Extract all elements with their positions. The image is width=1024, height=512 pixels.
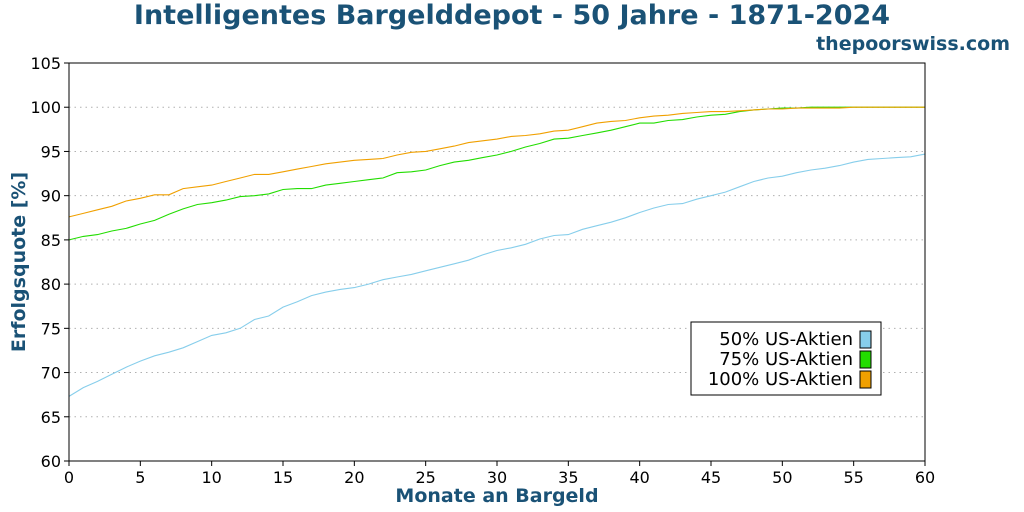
gridlines [69,62,925,462]
x-tick-label: 60 [915,468,935,487]
legend-box [690,321,882,396]
series-line-0 [68,153,926,397]
legend-label: 100% US-Aktien [708,369,853,390]
legend-swatch [859,370,872,389]
site-watermark: thepoorswiss.com [816,33,1010,55]
x-tick-label: 20 [344,468,364,487]
y-tick-label: 95 [41,142,61,161]
x-tick-label: 10 [201,468,221,487]
chart-title: Intelligentes Bargelddepot - 50 Jahre - … [133,0,891,31]
series-line-1 [68,106,925,241]
x-tick-label: 15 [273,468,293,487]
y-tick-label: 70 [41,364,61,383]
series-line-2 [68,106,925,218]
x-tick-label: 40 [629,468,649,487]
x-tick-label: 35 [558,468,578,487]
series-lines [68,106,926,397]
y-tick-label: 80 [41,275,61,294]
x-tick-label: 55 [843,468,863,487]
x-tick-label: 25 [415,468,435,487]
x-axis-ticks: 0 5 10 15 20 25 30 35 40 45 50 55 60 [64,461,935,487]
y-tick-label: 85 [41,231,61,250]
plot-frame [68,62,926,462]
legend-swatch [859,350,872,369]
x-tick-label: 30 [487,468,507,487]
x-tick-label: 0 [64,468,74,487]
y-axis-label: Erfolgsquote [%] [8,172,30,352]
y-tick-label: 75 [41,319,61,338]
y-tick-label: 100 [30,98,61,117]
x-axis-label: Monate an Bargeld [395,485,598,507]
y-axis-ticks: 60 65 70 75 80 85 90 95 100 105 [30,54,69,471]
legend-label: 75% US-Aktien [719,349,853,370]
x-tick-label: 45 [701,468,721,487]
x-tick-label: 50 [772,468,792,487]
legend-swatch [859,330,872,349]
y-tick-label: 60 [41,452,61,471]
x-tick-label: 5 [135,468,145,487]
y-tick-label: 90 [41,187,61,206]
y-tick-label: 105 [30,54,61,73]
y-tick-label: 65 [41,408,61,427]
legend-label: 50% US-Aktien [719,329,853,350]
